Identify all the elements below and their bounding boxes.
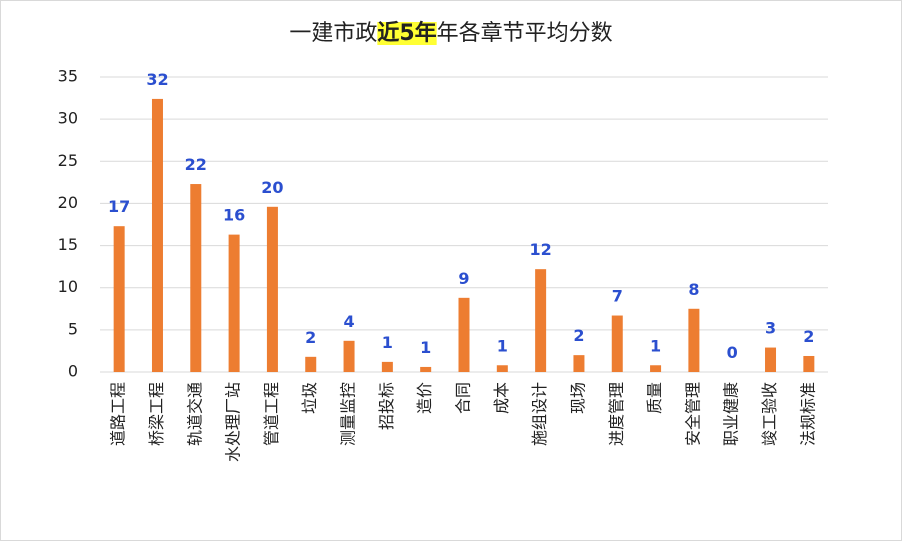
bar: [573, 355, 585, 372]
x-tick-label: 质量: [645, 382, 664, 414]
y-tick-label: 10: [58, 277, 78, 296]
x-tick-label: 进度管理: [607, 382, 626, 446]
x-tick-label: 合同: [454, 382, 473, 414]
value-label: 4: [343, 312, 354, 331]
x-tick-label: 安全管理: [683, 382, 702, 446]
bar: [381, 361, 393, 372]
value-label: 1: [382, 333, 393, 352]
value-label: 16: [223, 206, 245, 225]
value-label: 1: [420, 338, 431, 357]
value-label: 12: [529, 240, 551, 259]
value-label: 2: [573, 326, 584, 345]
value-label: 7: [612, 287, 623, 306]
x-tick-label: 职业健康: [722, 382, 741, 446]
value-label: 8: [688, 280, 699, 299]
value-label: 0: [727, 343, 738, 362]
value-label: 20: [261, 178, 283, 197]
bar: [650, 365, 662, 372]
bar: [765, 347, 777, 372]
value-label: 1: [497, 336, 508, 355]
y-tick-label: 15: [58, 235, 78, 254]
bar: [803, 355, 815, 372]
bar: [496, 365, 508, 372]
x-tick-label: 竣工验收: [760, 382, 779, 446]
y-tick-label: 20: [58, 193, 78, 212]
value-label: 9: [458, 269, 469, 288]
y-tick-label: 30: [58, 109, 78, 128]
x-tick-label: 道路工程: [109, 382, 128, 446]
bar: [266, 206, 278, 372]
bar: [343, 340, 355, 372]
x-tick-label: 测量监控: [339, 382, 358, 446]
y-tick-label: 0: [68, 362, 78, 381]
title-highlight-bg: [377, 22, 437, 45]
x-tick-label: 桥梁工程: [147, 382, 166, 446]
bar: [113, 226, 125, 372]
value-label: 2: [803, 327, 814, 346]
value-label: 2: [305, 328, 316, 347]
value-label: 1: [650, 336, 661, 355]
bar: [190, 184, 202, 372]
x-tick-label: 法规标准: [798, 382, 817, 446]
x-tick-label: 轨道交通: [185, 382, 204, 446]
x-tick-label: 水处理厂站: [224, 382, 243, 462]
title-part: 一建市政: [289, 21, 377, 46]
bar: [535, 269, 547, 372]
value-label: 3: [765, 319, 776, 338]
bar: [688, 308, 700, 372]
y-tick-label: 35: [58, 67, 78, 86]
x-tick-label: 招投标: [377, 382, 396, 430]
value-label: 32: [146, 70, 168, 89]
title-highlight: 近5年: [377, 20, 436, 46]
title-part: 年各章节平均分数: [437, 21, 613, 46]
x-tick-label: 现场: [568, 382, 587, 414]
bar: [611, 315, 623, 372]
bar: [151, 98, 163, 373]
y-tick-label: 25: [58, 151, 78, 170]
x-tick-label: 造价: [415, 382, 434, 414]
x-tick-label: 成本: [492, 382, 511, 414]
bar: [458, 297, 470, 372]
x-tick-label: 垃圾: [300, 382, 319, 414]
value-label: 17: [108, 197, 130, 216]
bar: [228, 234, 240, 372]
y-tick-label: 5: [68, 319, 78, 338]
x-tick-label: 施组设计: [530, 382, 549, 446]
bar: [420, 366, 432, 372]
value-label: 22: [185, 155, 207, 174]
x-tick-label: 管道工程: [262, 382, 281, 446]
chart-title: 一建市政近5年年各章节平均分数: [289, 20, 612, 46]
bar: [305, 356, 317, 372]
